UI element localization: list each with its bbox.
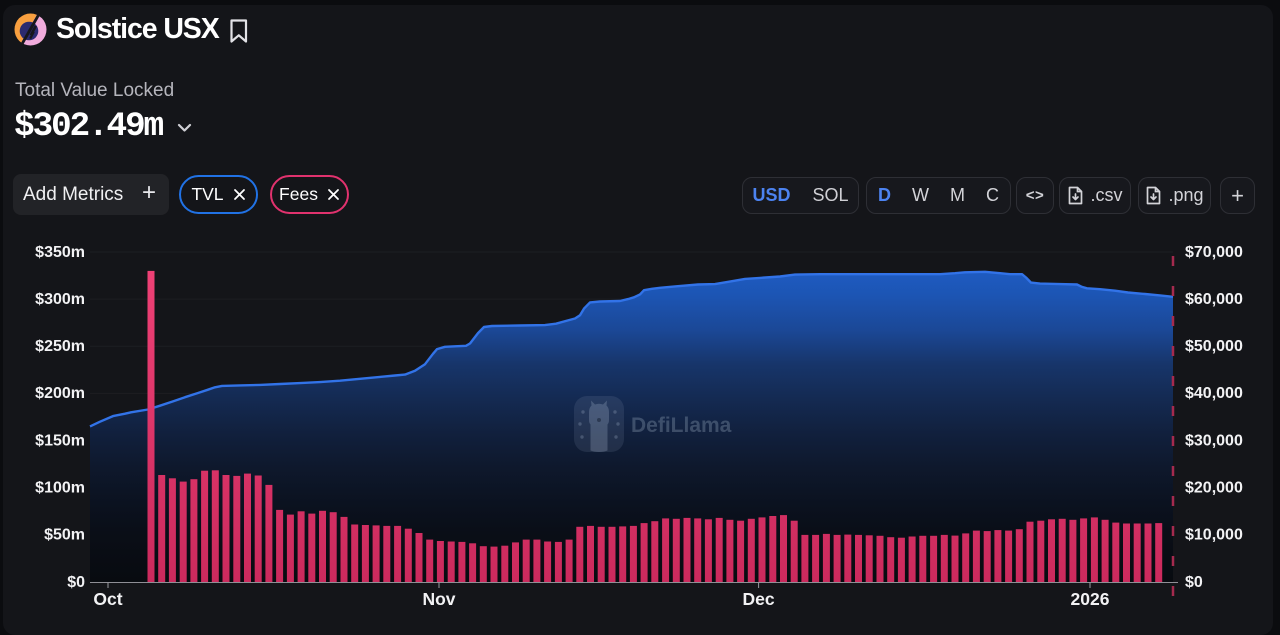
- svg-text:$50m: $50m: [44, 527, 85, 544]
- svg-text:$10,000: $10,000: [1185, 527, 1243, 544]
- svg-text:Nov: Nov: [422, 589, 455, 609]
- svg-text:$250m: $250m: [35, 338, 85, 355]
- svg-text:$40,000: $40,000: [1185, 385, 1243, 402]
- svg-text:$0: $0: [67, 574, 85, 591]
- svg-text:$100m: $100m: [35, 480, 85, 497]
- svg-text:Oct: Oct: [93, 589, 122, 609]
- svg-text:Dec: Dec: [743, 589, 775, 609]
- svg-text:$70,000: $70,000: [1185, 244, 1243, 261]
- svg-text:$150m: $150m: [35, 432, 85, 449]
- svg-text:$300m: $300m: [35, 291, 85, 308]
- svg-text:$0: $0: [1185, 574, 1203, 591]
- svg-text:$350m: $350m: [35, 244, 85, 261]
- svg-text:$200m: $200m: [35, 385, 85, 402]
- svg-text:$20,000: $20,000: [1185, 480, 1243, 497]
- svg-text:DefiLlama: DefiLlama: [631, 414, 732, 437]
- svg-text:$30,000: $30,000: [1185, 432, 1243, 449]
- svg-text:$50,000: $50,000: [1185, 338, 1243, 355]
- svg-text:$60,000: $60,000: [1185, 291, 1243, 308]
- svg-text:2026: 2026: [1071, 589, 1110, 609]
